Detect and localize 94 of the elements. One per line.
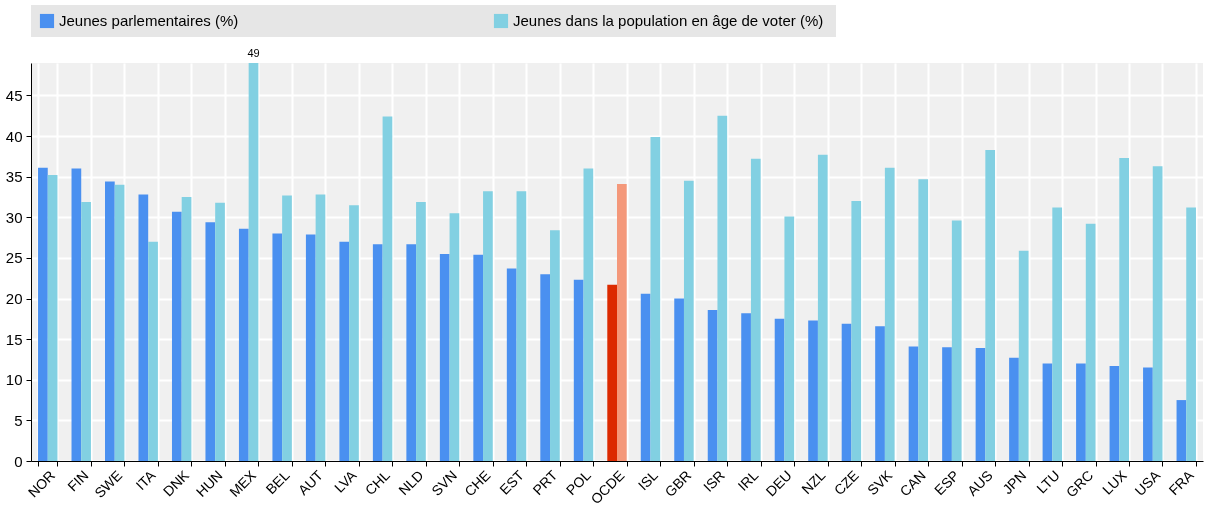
x-tick-label: ISL — [634, 466, 662, 494]
bar — [171, 211, 182, 461]
x-tick-label: ISR — [700, 467, 728, 495]
bar — [583, 168, 594, 461]
bar — [483, 191, 493, 461]
bar — [741, 313, 751, 461]
bar — [851, 201, 862, 461]
bar — [650, 136, 661, 461]
bar — [750, 158, 761, 461]
bar — [272, 233, 283, 461]
bar — [71, 168, 82, 461]
bar — [1042, 363, 1053, 461]
bar — [105, 181, 115, 461]
bar — [248, 63, 259, 461]
bar — [942, 347, 952, 461]
bar — [884, 167, 895, 461]
legend-label: Jeunes parlementaires (%) — [59, 12, 239, 29]
y-tick-label: 35 — [5, 168, 23, 186]
bar — [315, 194, 326, 461]
bar — [1076, 363, 1086, 461]
bar — [1152, 166, 1163, 461]
bar — [985, 149, 996, 461]
x-tick-label: BEL — [262, 466, 293, 498]
bar — [382, 116, 393, 461]
bar — [1052, 207, 1063, 461]
bar — [717, 115, 728, 461]
bar — [38, 167, 48, 461]
bar — [607, 284, 617, 461]
y-tick-label: 20 — [5, 290, 23, 308]
bar — [1119, 158, 1129, 461]
bar — [47, 175, 58, 461]
bar — [808, 320, 818, 461]
bar — [784, 216, 795, 461]
bar — [975, 348, 986, 461]
bar — [282, 195, 292, 461]
x-tick-label: LVA — [330, 466, 360, 496]
bar — [817, 154, 828, 461]
x-tick-label: ITA — [132, 466, 160, 494]
x-tick-label: FRA — [1165, 466, 1198, 499]
bar — [138, 194, 149, 461]
y-tick-label: 0 — [14, 452, 23, 470]
y-tick-label: 10 — [5, 371, 23, 389]
y-tick-label: 5 — [14, 411, 23, 429]
bar — [372, 244, 383, 461]
bar — [506, 268, 517, 461]
x-tick-label: IRL — [734, 466, 762, 494]
bar — [339, 241, 350, 461]
y-tick-label: 15 — [5, 330, 23, 348]
bar — [1109, 365, 1120, 461]
bar — [215, 202, 225, 461]
bar — [1143, 367, 1153, 461]
y-tick-label: 30 — [5, 208, 23, 226]
bar — [918, 179, 929, 461]
bar — [683, 180, 694, 461]
bar — [148, 241, 158, 461]
bar — [774, 318, 785, 461]
x-tick-label: USA — [1131, 466, 1164, 499]
bar — [951, 220, 962, 461]
bar — [81, 201, 91, 461]
bar — [416, 201, 426, 461]
bar — [1176, 400, 1187, 461]
bar — [540, 274, 551, 461]
x-tick-label: CHL — [361, 466, 394, 499]
bar — [707, 309, 718, 461]
bar — [439, 253, 450, 461]
bar — [908, 346, 919, 461]
bar — [573, 279, 584, 461]
bar — [205, 222, 216, 461]
bar — [406, 244, 417, 461]
bar — [114, 184, 125, 461]
bar — [875, 326, 885, 461]
legend-label: Jeunes dans la population en âge de voter (%) — [513, 12, 824, 29]
x-tick-label: FIN — [64, 467, 92, 495]
y-tick-label: 45 — [5, 86, 23, 104]
bar — [1186, 207, 1196, 461]
bar — [550, 230, 560, 461]
bar — [449, 213, 460, 461]
x-tick-label: NZL — [798, 466, 829, 498]
y-tick-label: 40 — [5, 127, 23, 145]
data-label: 49 — [247, 47, 260, 59]
bar — [238, 228, 249, 461]
bar — [1085, 223, 1096, 461]
bar — [841, 323, 852, 461]
bar — [349, 205, 359, 461]
bar — [640, 293, 651, 461]
y-tick-label: 25 — [5, 249, 23, 267]
bar — [473, 254, 484, 461]
bar — [181, 197, 192, 461]
bar — [617, 184, 627, 461]
bar — [516, 191, 527, 461]
bar — [1018, 250, 1029, 461]
bar — [1009, 357, 1019, 461]
bar — [674, 298, 684, 461]
bar — [305, 234, 316, 461]
